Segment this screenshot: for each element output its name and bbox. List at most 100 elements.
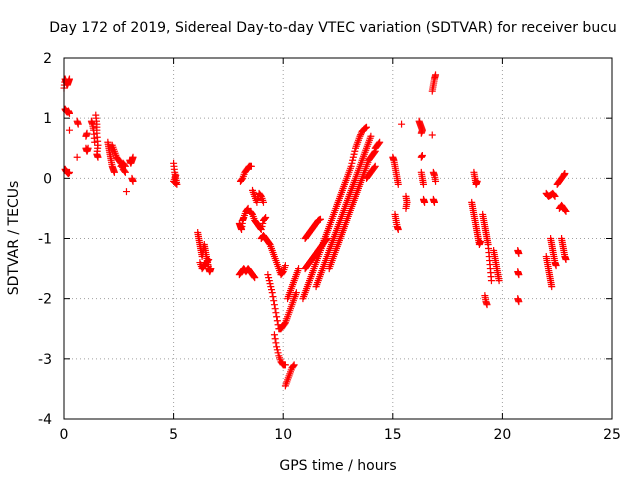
data-point-marker	[254, 195, 262, 203]
y-tick-label: -4	[38, 412, 52, 428]
data-point-marker	[281, 262, 289, 270]
data-point-marker	[272, 339, 280, 347]
x-tick-label: 0	[60, 427, 69, 443]
data-point-marker	[295, 265, 303, 273]
y-tick-label: -3	[38, 352, 52, 368]
data-point-marker	[473, 177, 481, 185]
data-point-marker	[273, 317, 281, 325]
data-point-marker	[121, 168, 129, 176]
data-point-marker	[398, 120, 406, 128]
x-tick-label: 25	[603, 427, 621, 443]
y-tick-label: -2	[38, 292, 52, 308]
data-point-marker	[65, 109, 73, 117]
data-point-marker	[362, 124, 370, 132]
data-point-marker	[348, 159, 356, 167]
data-point-marker	[417, 129, 425, 137]
data-point-marker	[261, 214, 269, 222]
data-point-marker	[274, 321, 282, 329]
data-point-marker	[515, 298, 523, 306]
data-point-marker	[129, 177, 137, 185]
data-point-marker	[376, 138, 384, 146]
data-point-marker	[271, 335, 279, 343]
data-point-marker	[432, 71, 440, 79]
data-point-marker	[371, 148, 379, 156]
data-point-marker	[262, 213, 270, 221]
data-point-marker	[428, 131, 436, 139]
data-point-marker	[257, 225, 265, 233]
data-points	[60, 71, 570, 390]
y-axis-label: SDTVAR / TECUs	[6, 181, 22, 296]
data-point-marker	[561, 170, 569, 178]
data-point-marker	[347, 162, 355, 170]
data-point-marker	[65, 168, 73, 176]
data-point-marker	[273, 343, 281, 351]
data-point-marker	[561, 206, 569, 214]
data-point-marker	[476, 238, 484, 246]
axis-ticks: 0 5 10 15 20 25 -4 -3 -2 -1 0 1 2	[38, 51, 621, 443]
data-point-marker	[274, 349, 282, 357]
data-point-marker	[204, 257, 212, 265]
data-point-marker	[268, 286, 276, 294]
data-point-marker	[265, 277, 273, 285]
data-point-marker	[65, 126, 73, 134]
data-point-marker	[248, 209, 256, 217]
data-point-marker	[394, 180, 402, 188]
data-point-marker	[273, 346, 281, 354]
data-point-marker	[273, 313, 281, 321]
data-point-marker	[419, 180, 427, 188]
data-point-marker	[292, 289, 300, 297]
data-point-marker	[290, 361, 298, 369]
data-point-marker	[483, 301, 491, 309]
data-point-marker	[270, 331, 278, 339]
data-point-marker	[65, 75, 73, 83]
data-point-marker	[418, 151, 426, 159]
data-point-marker	[487, 277, 495, 285]
data-point-marker	[172, 171, 180, 179]
data-point-marker	[253, 198, 261, 206]
data-point-marker	[278, 269, 286, 277]
data-point-marker	[271, 305, 279, 313]
data-point-marker	[129, 153, 137, 161]
data-point-marker	[394, 225, 402, 233]
data-point-marker	[259, 198, 267, 206]
data-point-marker	[375, 139, 383, 147]
data-point-marker	[264, 271, 272, 279]
x-tick-label: 5	[169, 427, 178, 443]
data-point-marker	[84, 144, 92, 152]
data-point-marker	[402, 204, 410, 212]
y-tick-label: 0	[43, 171, 52, 187]
data-point-marker	[356, 132, 364, 140]
data-point-marker	[257, 191, 265, 199]
data-point-marker	[495, 277, 503, 285]
data-point-marker	[552, 262, 560, 270]
data-point-marker	[430, 198, 438, 206]
data-point-marker	[205, 256, 213, 264]
data-point-marker	[349, 153, 357, 161]
data-point-marker	[110, 168, 118, 176]
data-point-marker	[272, 309, 280, 317]
data-point-marker	[362, 123, 370, 131]
data-point-marker	[270, 301, 278, 309]
data-point-marker	[73, 153, 81, 161]
data-point-marker	[349, 156, 357, 164]
data-point-marker	[265, 240, 273, 248]
data-point-marker	[250, 273, 258, 281]
data-point-marker	[74, 120, 82, 128]
data-point-marker	[350, 150, 358, 158]
data-point-marker	[316, 215, 324, 223]
data-point-marker	[357, 131, 365, 139]
data-point-marker	[247, 162, 255, 170]
data-point-marker	[265, 274, 273, 282]
y-tick-label: 2	[43, 51, 52, 67]
data-point-marker	[251, 274, 259, 282]
data-point-marker	[515, 250, 523, 258]
data-point-marker	[268, 289, 276, 297]
y-tick-label: 1	[43, 111, 52, 127]
data-point-marker	[351, 147, 359, 155]
data-point-marker	[361, 124, 369, 132]
data-point-marker	[421, 198, 429, 206]
data-point-marker	[94, 153, 102, 161]
data-point-marker	[562, 256, 570, 264]
